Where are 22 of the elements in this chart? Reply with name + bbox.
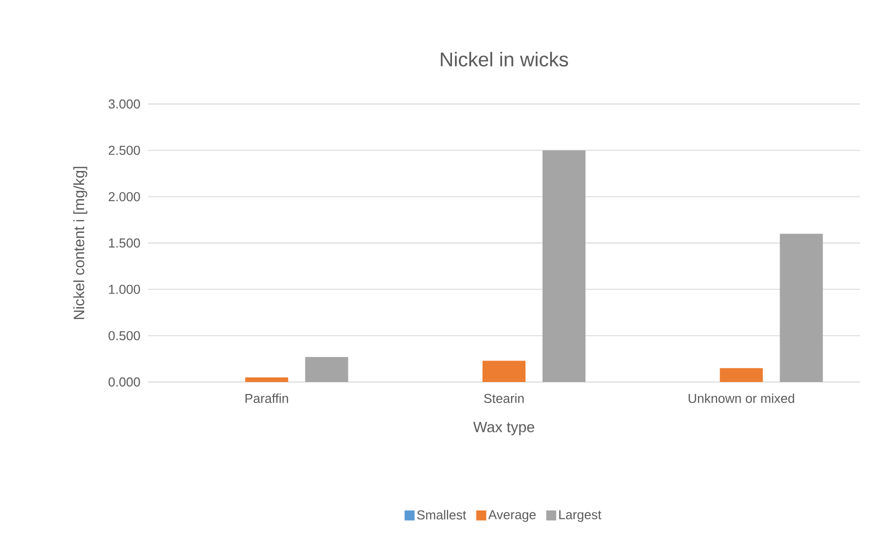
x-axis-title: Wax type [473,422,534,436]
chart-title: Nickel in wicks [440,52,568,66]
y-tick-label: 0.500 [108,331,140,340]
y-axis-title: Nickel content i [mg/kg] [73,166,88,320]
y-tick-label: 0.000 [108,377,140,387]
y-tick-label: 1.500 [109,238,140,248]
bar [482,360,526,382]
y-tick-label: 2.500 [108,146,140,155]
bar [780,234,823,382]
x-tick-label: Unknown or mixed [688,394,794,404]
bar [305,356,348,382]
x-tick-label: Stearin [484,394,524,404]
bar [720,368,763,382]
bar [542,150,586,382]
y-tick-label: 1.000 [109,284,140,294]
legend-label: Largest [559,510,602,522]
legend-label: Average [488,510,536,522]
y-tick-label: 3.000 [108,99,140,109]
y-tick-label: 2.000 [108,192,140,202]
bar [245,377,288,382]
x-tick-label: Paraffin [246,394,288,404]
legend-label: Smallest [417,510,466,520]
